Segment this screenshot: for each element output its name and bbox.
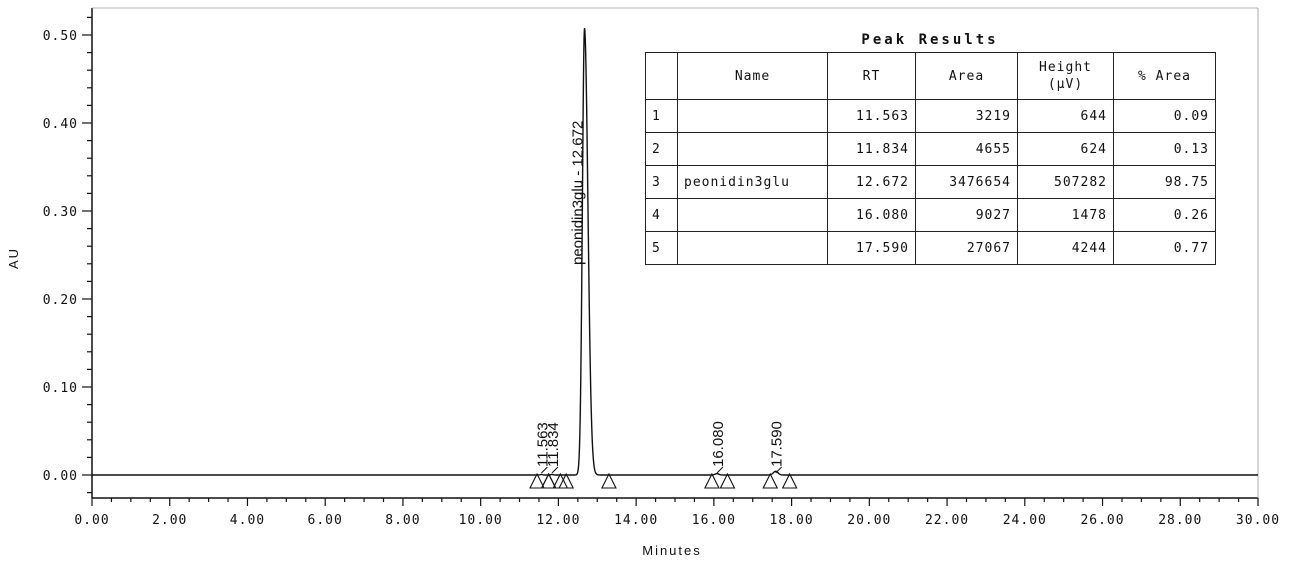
- cell-rt: 12.672: [827, 165, 916, 199]
- peak-markers: [529, 472, 798, 489]
- x-tick-label: 4.00: [230, 513, 265, 528]
- table-row: 1 11.563 3219 644 0.09: [645, 99, 1216, 133]
- table-row: 4 16.080 9027 1478 0.26: [645, 198, 1216, 232]
- peak-start-marker: [540, 472, 557, 489]
- cell-index: 5: [645, 231, 678, 265]
- x-tick-label: 20.00: [847, 513, 891, 528]
- peak-label: 11.834: [545, 422, 562, 467]
- col-header-index: [645, 52, 678, 100]
- x-tick-label: 6.00: [308, 513, 343, 528]
- x-tick-label: 16.00: [692, 513, 736, 528]
- col-header-pct-area: % Area: [1113, 52, 1216, 100]
- cell-height: 507282: [1017, 165, 1114, 199]
- x-tick-label: 12.00: [536, 513, 580, 528]
- cell-index: 3: [645, 165, 678, 199]
- peak-end-marker: [719, 472, 736, 489]
- col-header-rt: RT: [827, 52, 916, 100]
- cell-area: 3476654: [915, 165, 1018, 199]
- y-tick-label: 0.40: [43, 117, 78, 132]
- x-tick-label: 26.00: [1080, 513, 1124, 528]
- x-tick-label: 2.00: [152, 513, 187, 528]
- chromatogram-line: [92, 28, 1258, 476]
- cell-rt: 17.590: [827, 231, 916, 265]
- cell-rt: 16.080: [827, 198, 916, 232]
- cell-name: [677, 132, 828, 166]
- x-tick-label: 10.00: [459, 513, 503, 528]
- cell-rt: 11.834: [827, 132, 916, 166]
- x-tick-label: 22.00: [925, 513, 969, 528]
- cell-pct-area: 0.26: [1113, 198, 1216, 232]
- x-tick-label: 0.00: [74, 513, 109, 528]
- peak-end-marker: [601, 472, 617, 489]
- x-tick-label: 24.00: [1003, 513, 1047, 528]
- y-tick-label: 0.10: [43, 381, 78, 396]
- cell-area: 3219: [915, 99, 1018, 133]
- x-tick-label: 28.00: [1158, 513, 1202, 528]
- cell-name: [677, 99, 828, 133]
- table-row: 5 17.590 27067 4244 0.77: [645, 231, 1216, 265]
- peak-start-marker: [558, 472, 575, 489]
- cell-index: 2: [645, 132, 678, 166]
- peak-label: 16.080: [710, 421, 727, 467]
- x-axis-title: Minutes: [642, 543, 702, 558]
- y-axis-title: AU: [6, 247, 21, 269]
- cell-index: 1: [645, 99, 678, 133]
- table-header-row: Name RT Area Height (µV) % Area: [645, 52, 1216, 100]
- col-header-height-line2: (µV): [1047, 77, 1084, 92]
- peak-results-table: Name RT Area Height (µV) % Area 1 11.563 3…: [645, 52, 1216, 265]
- cell-pct-area: 98.75: [1113, 165, 1216, 199]
- col-header-area: Area: [915, 52, 1018, 100]
- peak-label: 11.563: [534, 422, 551, 467]
- x-tick-label: 30.00: [1236, 513, 1280, 528]
- cell-pct-area: 0.13: [1113, 132, 1216, 166]
- col-header-height-line1: Height: [1039, 60, 1092, 75]
- col-header-name: Name: [677, 52, 828, 100]
- cell-area: 9027: [915, 198, 1018, 232]
- cell-height: 624: [1017, 132, 1114, 166]
- peak-label: 17.590: [769, 421, 786, 467]
- cell-index: 4: [645, 198, 678, 232]
- cell-pct-area: 0.09: [1113, 99, 1216, 133]
- y-tick-label: 0.00: [43, 469, 78, 484]
- peak-leader-line: [551, 466, 559, 474]
- peak-leader-line: [541, 466, 548, 474]
- peak-end-marker: [781, 472, 798, 489]
- peak-start-marker: [529, 472, 545, 489]
- cell-area: 4655: [915, 132, 1018, 166]
- x-tick-label: 8.00: [385, 513, 420, 528]
- cell-height: 1478: [1017, 198, 1114, 232]
- peak-start-marker: [762, 472, 779, 489]
- cell-height: 644: [1017, 99, 1114, 133]
- y-tick-label: 0.50: [43, 29, 78, 44]
- cell-name: peonidin3glu: [677, 165, 828, 199]
- peak-leader-line: [775, 466, 783, 474]
- cell-name: [677, 198, 828, 232]
- peak-start-marker: [704, 472, 720, 489]
- y-tick-label: 0.20: [43, 293, 78, 308]
- chromatogram-trace: [92, 28, 1258, 476]
- x-tick-label: 14.00: [614, 513, 658, 528]
- cell-area: 27067: [915, 231, 1018, 265]
- peak-results-table-panel: Peak Results Name RT Area Height (µV) % …: [645, 28, 1216, 265]
- peak-results-title: Peak Results: [861, 32, 999, 48]
- table-row: 2 11.834 4655 624 0.13: [645, 132, 1216, 166]
- cell-rt: 11.563: [827, 99, 916, 133]
- col-header-height: Height (µV): [1017, 52, 1114, 100]
- cell-height: 4244: [1017, 231, 1114, 265]
- x-tick-label: 18.00: [770, 513, 814, 528]
- peak-leader-line: [716, 466, 724, 474]
- cell-name: [677, 231, 828, 265]
- peak-end-marker: [540, 472, 557, 489]
- peak-label: peonidin3glu - 12.672: [570, 121, 587, 265]
- y-tick-label: 0.30: [43, 205, 78, 220]
- table-row: 3 peonidin3glu 12.672 3476654 507282 98.75: [645, 165, 1216, 199]
- chart-axes: 0.00 0.10 0.20 0.30 0.40 0.50 0.00 2.00 4.00 6.00…: [43, 7, 1280, 528]
- cell-pct-area: 0.77: [1113, 231, 1216, 265]
